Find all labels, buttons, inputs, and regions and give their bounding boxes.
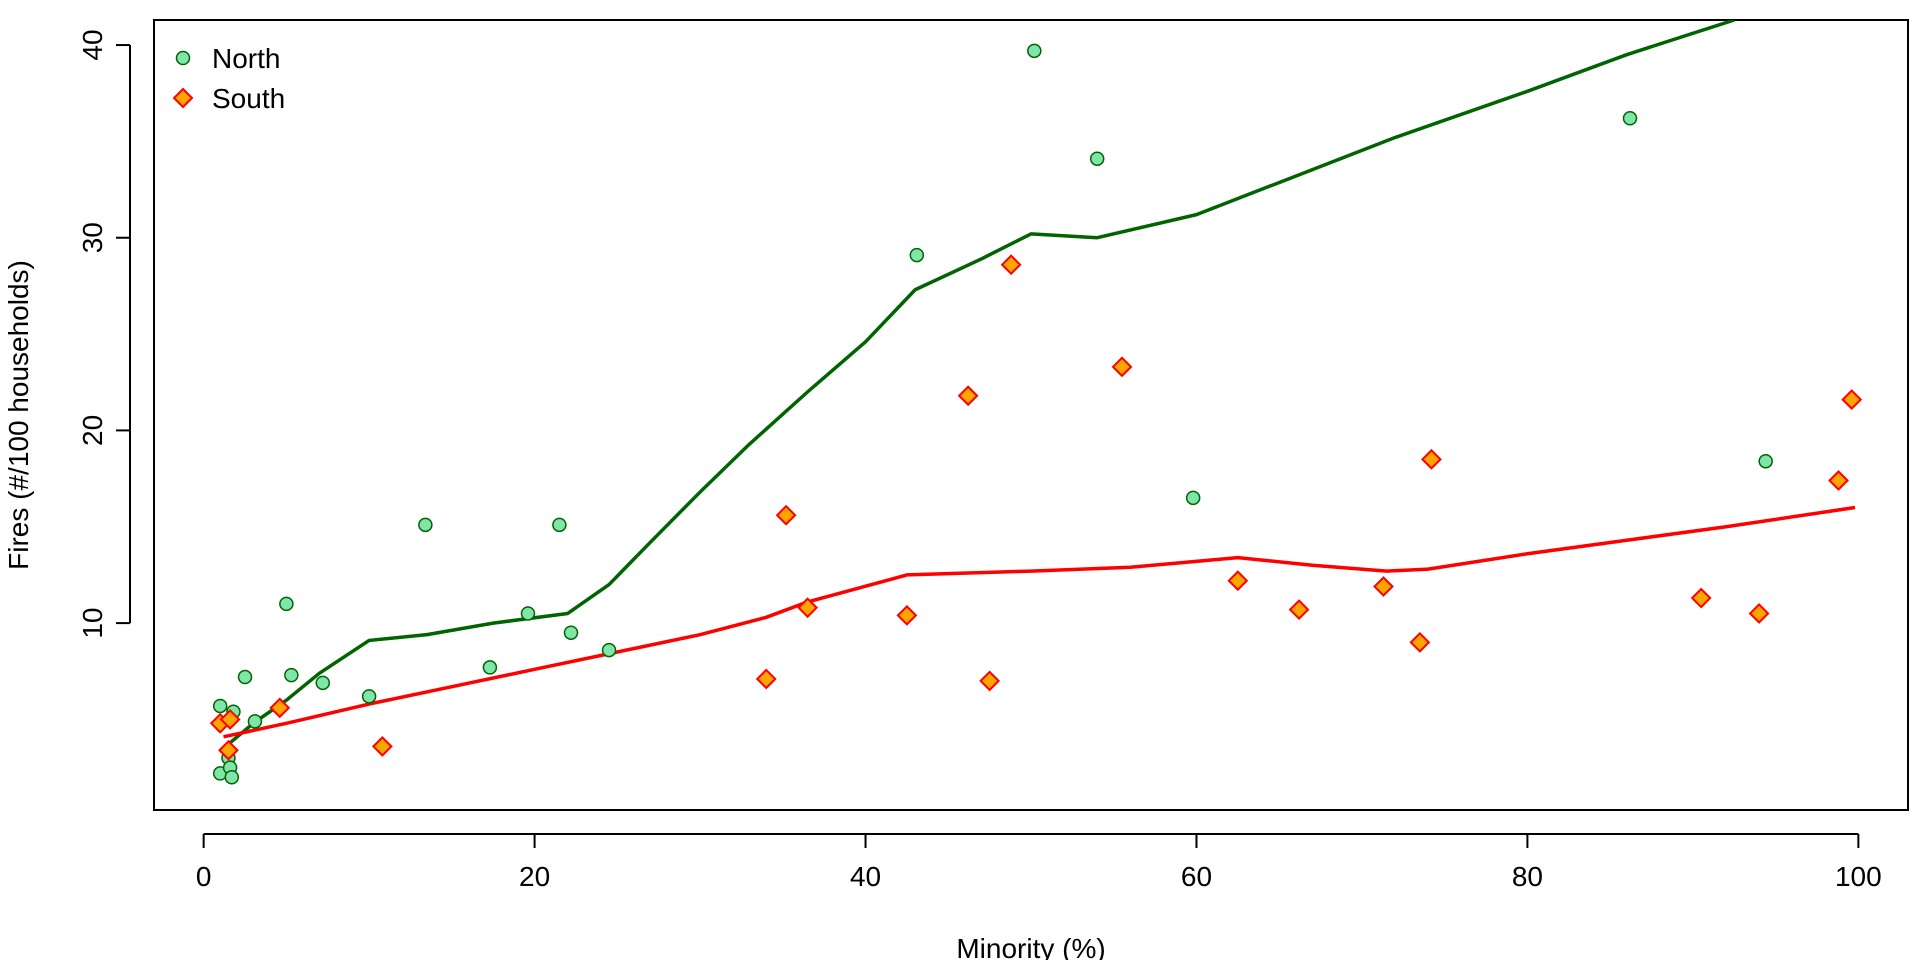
north-point xyxy=(909,247,925,263)
north-point xyxy=(1089,151,1105,166)
south-point xyxy=(1828,470,1849,491)
south-point xyxy=(1409,631,1431,653)
legend: North South xyxy=(172,43,285,114)
south-point xyxy=(957,385,979,407)
x-tick-label: 40 xyxy=(850,861,881,892)
north-point xyxy=(361,689,377,704)
north-point xyxy=(1185,490,1201,506)
legend-label-south: South xyxy=(212,83,285,114)
south-point xyxy=(979,670,1001,692)
north-point xyxy=(563,625,579,640)
north-point xyxy=(418,517,433,533)
south-point xyxy=(1111,356,1133,378)
north-point xyxy=(315,675,331,691)
x-tick-label: 0 xyxy=(196,861,212,892)
y-tick-label: 30 xyxy=(77,222,108,253)
y-tick-label: 20 xyxy=(77,415,108,446)
north-point xyxy=(482,660,498,675)
x-axis: 0 20 40 60 80 100 xyxy=(196,833,1882,892)
south-point xyxy=(755,668,777,690)
north-point xyxy=(1622,111,1638,126)
north-point xyxy=(520,606,536,621)
north-point xyxy=(237,669,253,685)
x-tick-label: 60 xyxy=(1181,861,1212,892)
x-axis-title: Minority (%) xyxy=(956,933,1105,960)
plot-frame xyxy=(153,19,1909,811)
north-smooth-line xyxy=(222,20,1735,750)
x-tick-label: 80 xyxy=(1512,861,1543,892)
y-tick-label: 40 xyxy=(77,29,108,60)
south-point xyxy=(1288,599,1310,621)
north-point xyxy=(279,596,294,612)
north-point xyxy=(601,642,617,658)
south-point xyxy=(797,597,819,619)
south-point xyxy=(1000,254,1022,276)
legend-label-north: North xyxy=(212,43,280,74)
south-point xyxy=(269,697,291,719)
y-tick-label: 10 xyxy=(77,608,108,639)
south-point xyxy=(1227,570,1249,592)
south-point xyxy=(1373,576,1394,597)
north-point xyxy=(1758,453,1773,469)
north-point xyxy=(247,714,263,729)
north-point xyxy=(1027,43,1042,59)
x-tick-label: 20 xyxy=(519,861,550,892)
south-point xyxy=(1421,448,1442,470)
legend-marker-north xyxy=(175,50,191,66)
south-point xyxy=(1748,603,1770,624)
south-point xyxy=(371,736,393,757)
south-point xyxy=(218,739,239,761)
south-point xyxy=(219,709,241,730)
south-point xyxy=(775,504,797,526)
south-smooth-line xyxy=(223,505,1856,739)
data-points xyxy=(209,43,1863,785)
legend-marker-south xyxy=(172,87,194,109)
north-point xyxy=(284,667,299,683)
x-tick-label: 100 xyxy=(1835,861,1882,892)
y-axis: 10 20 30 40 xyxy=(77,29,131,639)
north-point xyxy=(552,517,567,533)
north-point xyxy=(224,769,240,785)
south-point xyxy=(1841,389,1863,410)
smooth-lines xyxy=(222,20,1856,750)
north-point xyxy=(212,698,228,714)
y-axis-title: Fires (#/100 households) xyxy=(3,260,34,570)
south-point xyxy=(896,604,918,626)
south-point xyxy=(1690,587,1712,609)
